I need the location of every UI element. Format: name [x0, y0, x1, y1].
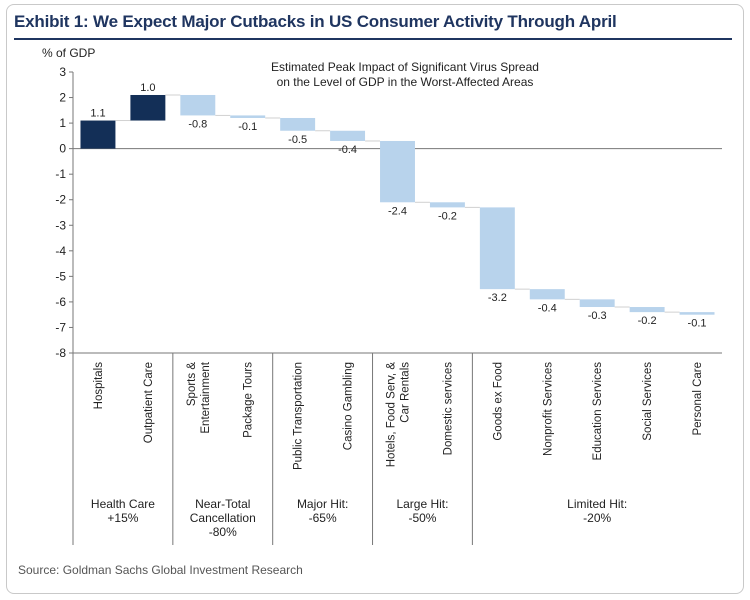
- bar: [180, 94, 216, 116]
- data-label: -0.2: [638, 315, 657, 327]
- data-label: -2.4: [388, 205, 407, 217]
- y-tick-label: -6: [55, 295, 66, 309]
- data-label: -0.5: [288, 134, 307, 146]
- bar: [380, 140, 415, 203]
- category-label: Hospitals: [93, 362, 105, 410]
- category-label: Casino Gambling: [343, 362, 355, 450]
- chart-title-line: on the Level of GDP in the Worst-Affecte…: [276, 75, 534, 89]
- data-label: -0.8: [188, 118, 207, 130]
- data-label: -0.1: [238, 121, 257, 133]
- group-label: -20%: [583, 511, 611, 525]
- group-label: Major Hit:: [297, 497, 348, 511]
- group-label: -80%: [209, 525, 237, 539]
- bar: [80, 120, 116, 149]
- category-label: Social Services: [642, 362, 654, 441]
- data-label: -0.4: [338, 144, 357, 156]
- category-label: Domestic services: [442, 362, 454, 456]
- bar: [330, 130, 366, 141]
- y-tick-label: -5: [55, 269, 66, 283]
- y-tick-label: 0: [59, 142, 66, 156]
- exhibit-frame: [6, 4, 744, 594]
- group-label: Near-Total: [195, 497, 250, 511]
- category-label: Outpatient Care: [143, 362, 155, 443]
- bar: [529, 289, 565, 300]
- bar: [679, 312, 715, 315]
- y-tick-label: -4: [55, 244, 66, 258]
- group-label: Large Hit:: [396, 497, 448, 511]
- category-label: Goods ex Food: [492, 362, 504, 441]
- data-label: -0.1: [688, 318, 707, 330]
- group-label: -50%: [408, 511, 436, 525]
- data-label: 1.0: [140, 82, 155, 94]
- group-label: Health Care: [91, 497, 155, 511]
- y-tick-label: 1: [59, 116, 66, 130]
- bar: [130, 94, 166, 121]
- category-label: Package Tours: [243, 362, 255, 438]
- data-label: -0.4: [538, 302, 557, 314]
- bar: [629, 307, 665, 313]
- source-note: Source: Goldman Sachs Global Investment …: [18, 563, 303, 577]
- y-tick-label: 2: [59, 91, 66, 105]
- bar: [230, 115, 266, 118]
- y-tick-label: -1: [55, 167, 66, 181]
- bar: [479, 207, 515, 290]
- group-label: -65%: [309, 511, 337, 525]
- category-label: Personal Care: [692, 362, 704, 436]
- data-label: 1.1: [90, 108, 105, 120]
- y-tick-label: -7: [55, 320, 66, 334]
- group-label: Cancellation: [190, 511, 256, 525]
- exhibit-title: Exhibit 1: We Expect Major Cutbacks in U…: [14, 12, 617, 31]
- y-axis-label: % of GDP: [42, 46, 96, 60]
- y-tick-label: -8: [55, 346, 66, 360]
- category-label: Public Transportation: [293, 362, 305, 470]
- title-rule: [14, 38, 732, 40]
- chart-title-line: Estimated Peak Impact of Significant Vir…: [271, 60, 539, 74]
- data-label: -3.2: [488, 292, 507, 304]
- data-label: -0.3: [588, 310, 607, 322]
- bar: [579, 299, 615, 308]
- group-label: +15%: [107, 511, 138, 525]
- category-label: Hotels, Food Serv, & Car Rentals: [386, 362, 412, 468]
- category-label: Nonprofit Services: [542, 362, 554, 456]
- bar: [280, 117, 316, 131]
- y-tick-label: -3: [55, 218, 66, 232]
- category-label: Sports & Entertainment: [186, 361, 212, 433]
- y-tick-label: 3: [59, 65, 66, 79]
- chart-title: Estimated Peak Impact of Significant Vir…: [215, 60, 595, 90]
- data-label: -0.2: [438, 210, 457, 222]
- bar: [429, 202, 465, 208]
- category-label: Education Services: [592, 362, 604, 461]
- y-tick-label: -2: [55, 193, 66, 207]
- group-label: Limited Hit:: [567, 497, 627, 511]
